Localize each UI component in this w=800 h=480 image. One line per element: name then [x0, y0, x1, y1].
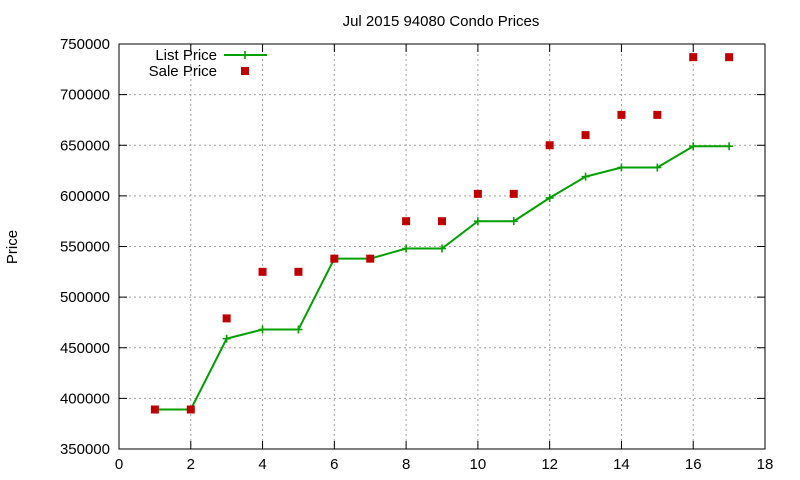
y-tick-label: 450000	[60, 340, 110, 357]
x-tick-label: 12	[541, 456, 558, 473]
list-price-point	[689, 142, 698, 151]
sale-price-point	[473, 189, 482, 198]
sale-price-point	[545, 141, 554, 150]
y-tick-label: 600000	[60, 188, 110, 205]
x-tick-label: 8	[402, 456, 410, 473]
list-price-series	[150, 142, 734, 414]
list-price-point	[222, 334, 231, 343]
y-axis-label: Price	[4, 230, 21, 264]
x-tick-label: 16	[685, 456, 702, 473]
sale-price-point	[222, 314, 231, 323]
legend-label: List Price	[155, 47, 217, 64]
x-tick-label: 6	[330, 456, 338, 473]
y-tick-label: 700000	[60, 87, 110, 104]
y-tick-label: 350000	[60, 441, 110, 458]
x-tick-label: 14	[613, 456, 630, 473]
sale-price-point	[402, 217, 411, 226]
list-price-point	[725, 142, 734, 151]
legend-marker	[241, 51, 249, 59]
list-price-point	[438, 244, 446, 253]
chart-title: Jul 2015 94080 Condo Prices	[343, 13, 540, 30]
plot-border	[118, 43, 766, 450]
list-price-point	[617, 163, 626, 172]
sale-price-point	[617, 110, 626, 119]
list-price-point	[653, 163, 662, 172]
x-tick-label: 2	[187, 456, 195, 473]
list-price-point	[473, 217, 482, 226]
list-price-point	[581, 172, 590, 181]
sale-price-point	[438, 217, 446, 226]
sale-price-point	[509, 189, 518, 198]
sale-price-point	[294, 267, 303, 276]
legend-label: Sale Price	[149, 63, 217, 80]
y-tick-label: 750000	[60, 36, 110, 53]
y-tick-label: 650000	[60, 137, 110, 154]
x-tick-label: 18	[757, 456, 774, 473]
list-price-point	[545, 193, 554, 202]
list-price-point	[294, 325, 303, 334]
series-layer	[150, 53, 734, 414]
sale-price-point	[725, 53, 734, 62]
y-axis-ticks: 350000 400000 450000 500000 550000 600000 6500…	[60, 36, 765, 458]
y-tick-label: 550000	[60, 239, 110, 256]
x-tick-label: 4	[258, 456, 266, 473]
sale-price-point	[150, 405, 159, 414]
sale-price-point	[653, 110, 662, 119]
x-tick-label: 0	[115, 456, 123, 473]
list-price-line	[154, 145, 730, 411]
sale-price-point	[366, 254, 375, 263]
list-price-point	[258, 325, 267, 334]
x-axis-ticks: 0 2 4 6 8 10 12 14 16 18	[115, 44, 774, 473]
sale-price-point	[581, 131, 590, 140]
sale-price-point	[186, 405, 195, 414]
list-price-point	[402, 244, 411, 253]
x-tick-label: 10	[470, 456, 487, 473]
list-price-point	[509, 217, 518, 226]
y-tick-label: 500000	[60, 289, 110, 306]
sale-price-series	[150, 53, 734, 414]
legend-marker	[241, 67, 249, 75]
sale-price-point	[330, 254, 339, 263]
sale-price-point	[258, 267, 267, 276]
y-tick-label: 400000	[60, 390, 110, 407]
sale-price-point	[689, 53, 698, 62]
